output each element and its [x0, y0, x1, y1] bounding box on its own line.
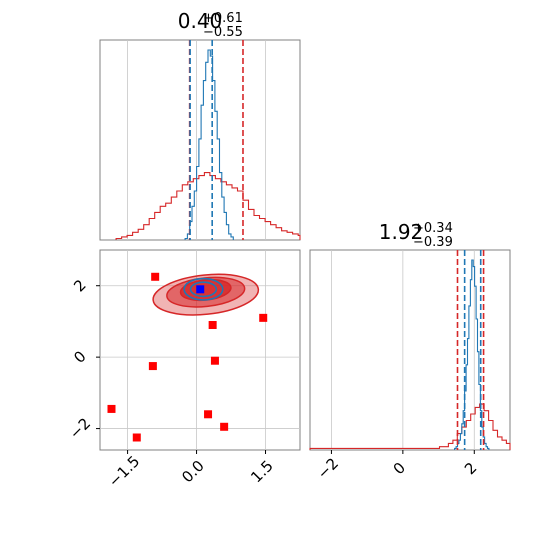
joint-red-marker	[204, 410, 213, 419]
joint-ytick-label: −2	[66, 414, 94, 442]
joint-blue-contour	[183, 277, 224, 301]
joint-red-marker	[259, 313, 268, 322]
param2-xtick-label: −2	[314, 454, 342, 482]
param1-red-histogram	[115, 172, 301, 240]
joint-blue-marker	[196, 285, 205, 294]
param2-title-base: 1.92	[379, 220, 424, 244]
joint-red-marker	[210, 356, 219, 365]
joint-red-marker	[107, 404, 116, 413]
param1-title: 0.40	[178, 9, 223, 33]
param1-blue-histogram	[184, 49, 234, 240]
joint-red-marker	[148, 362, 157, 371]
panel-joint-frame	[99, 249, 301, 451]
param1-title-sub: −0.55	[203, 25, 243, 40]
joint-xtick-label: 1.5	[247, 457, 277, 487]
panel-param1-frame	[99, 39, 301, 241]
joint-xtick-label: −1.5	[105, 452, 143, 490]
param2-red-histogram	[309, 403, 511, 450]
joint-red-marker	[151, 272, 160, 281]
panel-param2-frame	[309, 249, 511, 451]
panel-joint: −1.5 0.0 1.5 −2 0 2	[66, 249, 301, 491]
param1-title-sup: +0.61	[203, 11, 243, 26]
joint-blue-contour	[189, 281, 218, 298]
param1-title-base: 0.40	[178, 9, 223, 33]
joint-red-marker	[208, 321, 217, 329]
panel-param1-marginal: 0.40 +0.61 −0.55	[99, 9, 301, 241]
joint-ytick-label: 2	[70, 276, 89, 295]
joint-red-marker	[220, 422, 229, 431]
joint-red-marker	[132, 433, 141, 442]
joint-xtick-label: 0.0	[178, 457, 208, 487]
panel-param2-marginal: −2 0 2 1.92 +0.34 −0.39	[309, 220, 511, 483]
joint-ytick-label: 0	[70, 347, 89, 366]
param2-title-sub: −0.39	[413, 235, 453, 250]
param2-xtick-label: 0	[390, 459, 409, 478]
param2-xtick-label: 2	[461, 459, 480, 478]
param2-title: 1.92	[379, 220, 424, 244]
param2-title-sup: +0.34	[413, 221, 453, 236]
